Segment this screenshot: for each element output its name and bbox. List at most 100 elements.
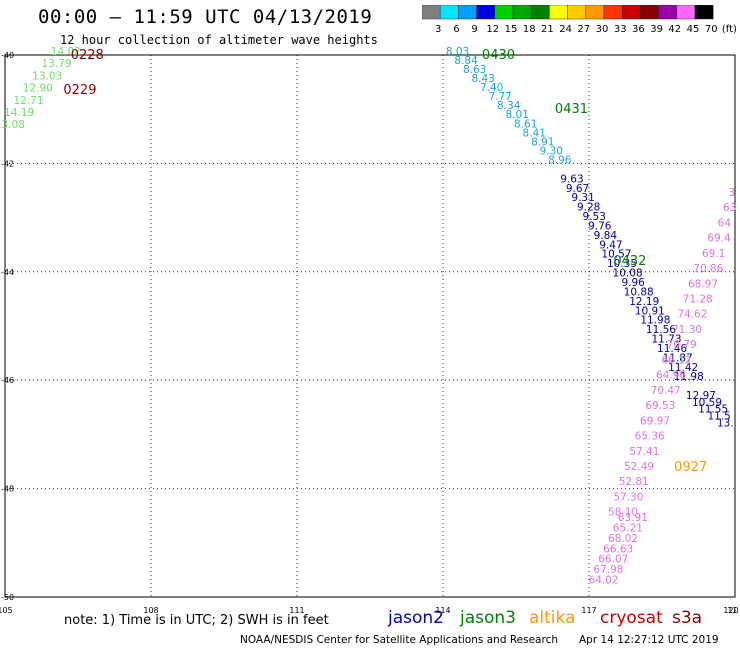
colorbar-label: 12 xyxy=(486,24,499,35)
colorbar-label: 42 xyxy=(668,24,681,35)
wave-height-value: 13.03 xyxy=(32,70,62,82)
wave-height-value: 66.63 xyxy=(603,543,633,555)
wave-height-value: 10.88 xyxy=(624,286,654,298)
pass-time-label: 0431 xyxy=(555,102,588,117)
colorbar-label: 24 xyxy=(559,24,572,35)
wave-height-value: 12.90 xyxy=(23,83,53,95)
lon-tick-label: 108 xyxy=(143,606,158,615)
pass-time-label: 0927 xyxy=(674,460,707,475)
wave-height-value: 66.12 xyxy=(661,354,691,366)
units-note: note: 1) Time is in UTC; 2) SWH is in fe… xyxy=(64,613,329,628)
colorbar-legend: 3 6 9 12 15 18 21 24 27 30 33 36 39 42 45 70 (ft) xyxy=(422,5,737,35)
wave-height-value: 63.91 xyxy=(618,512,648,524)
colorbar-label: 27 xyxy=(577,24,590,35)
colorbar-label: 30 xyxy=(596,24,609,35)
wave-height-value: 11.5 xyxy=(707,410,730,422)
wave-height-value: 71.28 xyxy=(683,294,713,306)
wave-height-value: 70.47 xyxy=(651,385,681,397)
wave-height-value: 8.91 xyxy=(531,136,554,148)
wave-height-value: 13. xyxy=(717,417,734,429)
wave-height-value: 64.96 xyxy=(656,370,686,382)
wave-height-value: 63 xyxy=(723,202,736,214)
wave-height-value: 8.34 xyxy=(497,100,521,112)
wave-height-value: 11.46 xyxy=(657,343,687,355)
wave-height-value: 7.40 xyxy=(480,82,503,94)
footer-timestamp: Apr 14 12:27:12 UTC 2019 xyxy=(579,634,719,646)
lat-tick-label: -46 xyxy=(1,376,14,385)
wave-height-value: 9.30 xyxy=(540,145,563,157)
wave-height-value: 8.41 xyxy=(523,127,546,139)
wave-height-value: 11.73 xyxy=(651,334,681,346)
lon-tick-label: 117 xyxy=(581,606,596,615)
wave-height-value: 9.47 xyxy=(599,239,622,251)
wave-height-value: 65.21 xyxy=(613,523,643,535)
wave-height-value: 57.30 xyxy=(613,491,643,503)
wave-height-value: 8.61 xyxy=(514,118,537,130)
colorbar-label: (ft) xyxy=(722,24,737,35)
wave-height-value: 68.97 xyxy=(688,278,718,290)
wave-height-value: 9.67 xyxy=(566,183,589,195)
wave-height-value: 65.36 xyxy=(635,431,665,443)
footer-credit: NOAA/NESDIS Center for Satellite Applica… xyxy=(240,634,558,646)
wave-height-value: 12.71 xyxy=(13,95,43,107)
wave-height-value: 69.4 xyxy=(707,233,731,245)
wave-height-value: 64 xyxy=(718,217,732,229)
colorbar-label: 70 xyxy=(705,24,718,35)
pass-time-label: 0229 xyxy=(63,83,96,98)
wave-height-value: 8.43 xyxy=(471,73,494,85)
wave-height-value: 66.07 xyxy=(598,554,628,566)
colorbar-label: 33 xyxy=(614,24,627,35)
colorbar-label: 39 xyxy=(650,24,663,35)
colorbar-label: 45 xyxy=(687,24,700,35)
wave-height-value: 58.10 xyxy=(608,507,638,519)
wave-height-value: 11.56 xyxy=(646,324,676,336)
wave-height-value: 11.98 xyxy=(640,315,670,327)
colorbar-label: 6 xyxy=(453,24,459,35)
wave-height-value: 8.96 xyxy=(548,154,572,166)
legend-altika: altika xyxy=(529,608,576,628)
wave-height-value: 9.84 xyxy=(594,230,618,242)
wave-height-value: 9.96 xyxy=(621,277,645,289)
wave-height-value: 14.02 xyxy=(51,46,81,58)
wave-height-value: 9.63 xyxy=(560,173,583,185)
wave-height-value: 70.79 xyxy=(667,339,697,351)
legend-cryosat: cryosat xyxy=(600,608,663,628)
wave-height-value: 69.53 xyxy=(645,400,675,412)
wave-height-value: 8.63 xyxy=(463,64,486,76)
wave-height-value: 8.01 xyxy=(506,109,529,121)
wave-height-value: 71.30 xyxy=(672,324,702,336)
lat-tick-label: -48 xyxy=(1,485,14,494)
lon-tick-label: 120 xyxy=(727,606,740,615)
colorbar-label: 18 xyxy=(523,24,536,35)
wave-height-value: 69.1 xyxy=(702,248,725,260)
colorbar-label: 9 xyxy=(471,24,477,35)
wave-height-value: 11.98 xyxy=(674,371,704,383)
wave-height-value: 13.79 xyxy=(41,58,71,70)
pass-time-label: 0228 xyxy=(71,48,104,63)
map-subtitle: 12 hour collection of altimeter wave hei… xyxy=(60,33,378,47)
wave-height-value: 14.19 xyxy=(4,107,34,119)
right-margin xyxy=(736,0,740,650)
wave-height-value: 64.02 xyxy=(589,574,619,586)
wave-height-value: 67.98 xyxy=(593,564,623,576)
colorbar-label: 36 xyxy=(632,24,645,35)
wave-height-value: 7.77 xyxy=(488,91,511,103)
wave-height-value: 10.08 xyxy=(613,268,643,280)
wave-height-value: 69.97 xyxy=(640,415,670,427)
wave-height-value: 39 xyxy=(728,187,740,199)
lat-tick-label: -42 xyxy=(1,159,14,168)
wave-height-value: 12.19 xyxy=(629,296,659,308)
lat-tick-label: -40 xyxy=(1,51,14,60)
legend-s3a: s3a xyxy=(672,608,703,628)
wave-height-value: 10.35 xyxy=(607,258,637,270)
lon-tick-label: 105 xyxy=(0,606,13,615)
wave-height-value: 9.53 xyxy=(583,211,606,223)
wave-height-value: 11.42 xyxy=(668,362,698,374)
colorbar-swatch xyxy=(694,5,714,20)
map-border xyxy=(4,54,736,598)
lon-tick-label: 114 xyxy=(435,606,450,615)
wave-height-value: 12.97 xyxy=(686,390,716,402)
colorbar-label: 15 xyxy=(505,24,518,35)
legend-jason3: jason3 xyxy=(460,608,516,628)
